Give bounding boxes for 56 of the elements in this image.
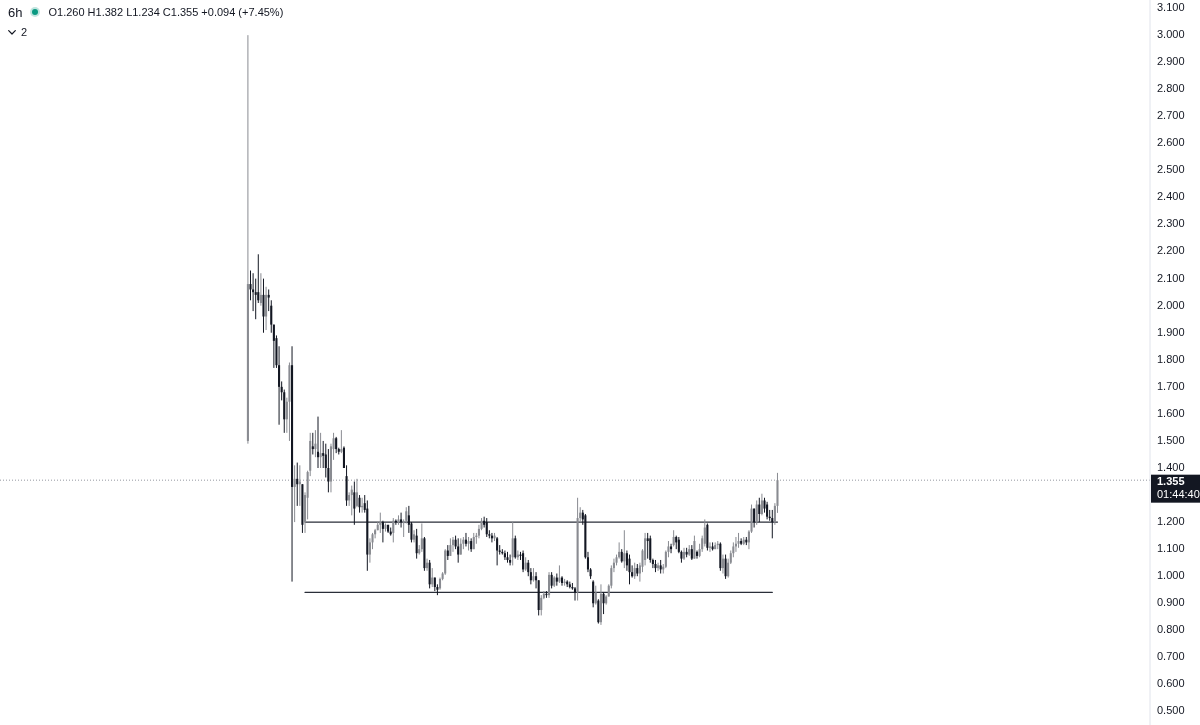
y-tick-label: 3.100 [1157,1,1185,14]
y-tick-label: 2.400 [1157,190,1185,203]
candlestick [420,522,423,553]
candlestick [425,558,429,572]
y-tick-label: 0.800 [1157,623,1185,636]
candlestick [327,448,330,493]
candlestick [670,543,673,554]
candlestick [628,554,631,585]
candlestick [758,497,761,523]
y-tick-label: 2.900 [1157,55,1185,68]
y-tick-label: 1.400 [1157,460,1185,473]
candlestick [592,579,595,608]
candlestick [657,562,660,572]
text: 01:44:40 [1157,488,1200,501]
y-tick-label: 1.500 [1157,433,1185,446]
candlestick [771,509,774,539]
chart-title: 6h [8,4,23,20]
y-tick-label: 2.000 [1157,298,1185,311]
y-tick-label: 0.600 [1157,677,1185,690]
candlestick [428,559,431,589]
y-tick-label: 1.900 [1157,325,1185,338]
y-tick-label: 2.100 [1157,271,1185,284]
y-tick-label: 1.100 [1157,542,1185,555]
y-tick-label: 2.500 [1157,163,1185,176]
candlestick [311,432,314,455]
annotation: 2 [21,26,28,38]
candlestick [413,529,416,543]
y-tick-label: 2.700 [1157,109,1185,122]
candlestick [368,537,371,564]
y-tick-label: 2.800 [1157,82,1185,95]
candlestick [649,535,652,564]
candlestick [540,594,543,616]
candlestick [509,554,512,566]
y-tick-label: 0.900 [1157,596,1185,609]
y-tick-label: 2.300 [1157,217,1185,230]
y-tick-label: 1.800 [1157,352,1185,365]
candlestick [706,522,709,552]
candlestick [594,585,597,606]
candlestick [353,481,356,526]
y-tick-label: 0.500 [1157,704,1185,717]
y-tick-label: 1.600 [1157,406,1185,419]
annotation: O1.260 H1.382 L1.234 C1.355 +0.094 (+7.45%) [48,6,284,18]
y-tick-label: 3.000 [1157,28,1185,41]
candlestick [597,598,600,625]
y-tick-label: 2.600 [1157,136,1185,149]
candlestick [444,548,447,576]
y-tick-label: 0.700 [1157,650,1185,663]
candlestick [511,521,514,566]
candlestick [724,554,727,580]
ref-line-label: 1.355 [1157,475,1185,488]
candlestick [316,416,320,469]
y-tick-label: 1.000 [1157,569,1185,582]
candlestick [464,532,468,547]
y-tick-label: 1.700 [1157,379,1185,392]
y-tick-label: 1.200 [1157,515,1185,528]
y-tick-label: 2.200 [1157,244,1185,257]
